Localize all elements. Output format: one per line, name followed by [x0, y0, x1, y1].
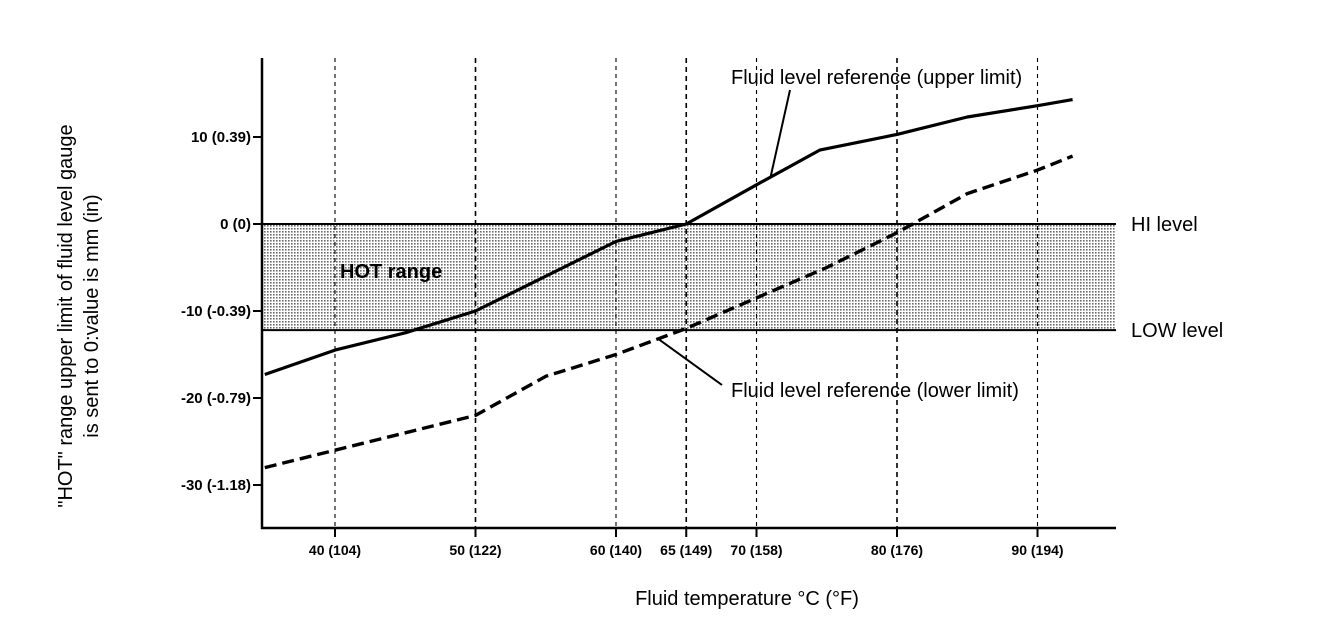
grid-lines	[334, 58, 1039, 528]
lower-limit-annotation: Fluid level reference (lower limit)	[731, 380, 1019, 402]
x-tick-label: 70 (158)	[730, 542, 782, 558]
hi-level-label: HI level	[1131, 214, 1198, 236]
x-tick-label: 90 (194)	[1011, 542, 1063, 558]
lower-limit-line	[264, 154, 1074, 470]
x-ticks: 40 (104) 50 (122) 60 (140) 65 (149) 70 (158)…	[309, 528, 1064, 558]
upper-limit-annotation: Fluid level reference (upper limit)	[731, 67, 1022, 89]
y-tick-label: -10 (-0.39)	[181, 303, 251, 320]
hot-range-band	[262, 224, 1116, 331]
upper-limit-leader-line	[769, 89, 791, 178]
y-tick-label: -20 (-0.79)	[181, 390, 251, 407]
x-tick-label: 60 (140)	[590, 542, 642, 558]
x-tick-label: 40 (104)	[309, 542, 361, 558]
series-lines	[264, 98, 1074, 470]
y-tick-label: 10 (0.39)	[191, 129, 251, 146]
y-axis-title: "HOT" range upper limit of fluid level g…	[55, 124, 103, 507]
upper-limit-line	[264, 98, 1073, 377]
x-tick-label: 80 (176)	[871, 542, 923, 558]
y-tick-label: -30 (-1.18)	[181, 477, 251, 494]
low-level-label: LOW level	[1131, 320, 1223, 342]
y-ticks: 10 (0.39) 0 (0) -10 (-0.39) -20 (-0.79) -30 …	[181, 129, 262, 494]
x-axis-title: Fluid temperature °C (°F)	[635, 588, 859, 610]
hot-range-label: HOT range	[340, 261, 442, 283]
x-tick-label: 50 (122)	[449, 542, 501, 558]
y-tick-label: 0 (0)	[220, 216, 251, 233]
lower-limit-leader-line	[657, 338, 723, 386]
y-axis-title-line-1: "HOT" range upper limit of fluid level g…	[55, 124, 77, 507]
x-tick-label: 65 (149)	[660, 542, 712, 558]
y-axis-title-line-2: is sent to 0:value is mm (in)	[81, 194, 103, 437]
